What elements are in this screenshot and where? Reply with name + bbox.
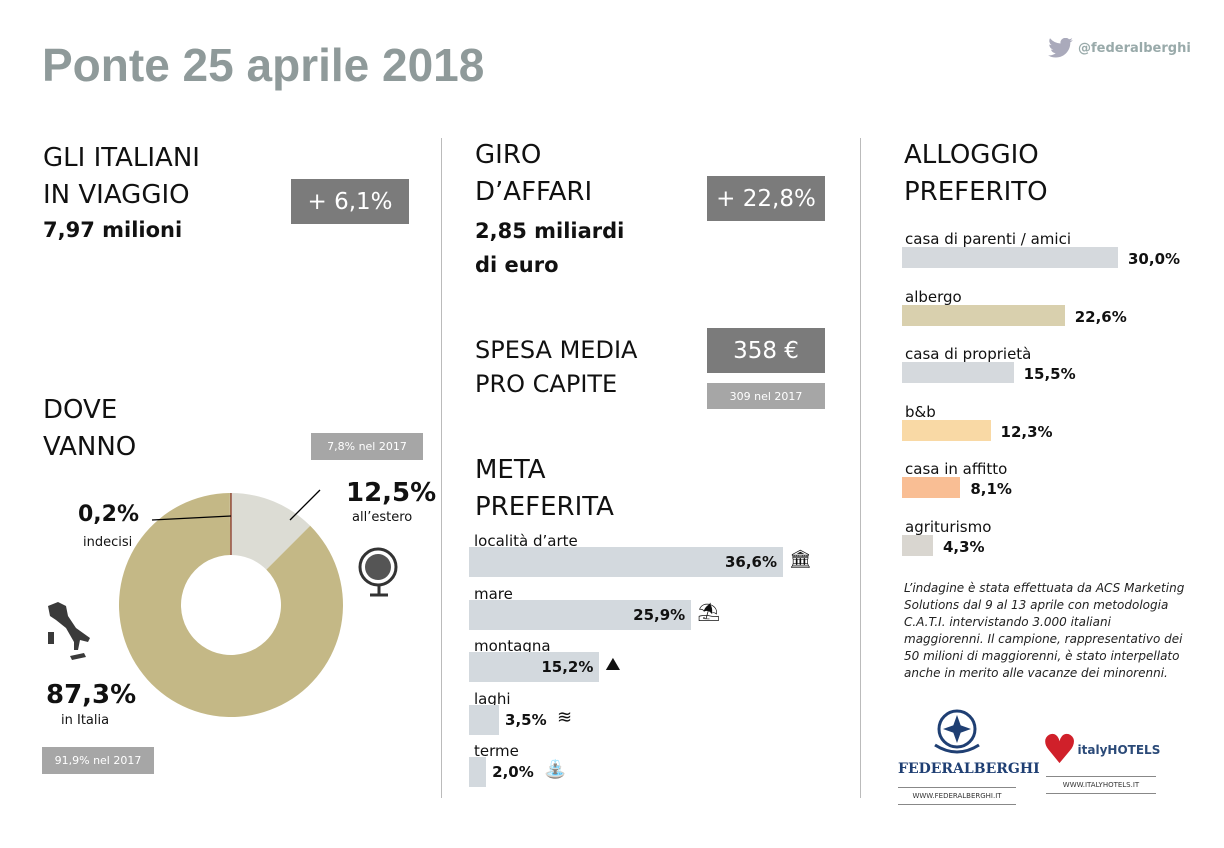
meta-value-label: 2,0% — [492, 763, 534, 781]
globe-icon — [358, 547, 398, 597]
federalberghi-name: FEDERALBERGHI — [898, 761, 1040, 777]
alloggio-bar — [902, 247, 1118, 268]
abroad-label: all’estero — [352, 510, 413, 525]
alloggio-category-label: b&b — [905, 402, 936, 421]
alloggio-bar — [902, 419, 991, 441]
meta-bar — [469, 652, 600, 682]
italyhotels-name: italyHOTELS — [1077, 743, 1161, 757]
meta-category-label: mare — [474, 584, 513, 603]
meta-value-label: 3,5% — [505, 710, 547, 729]
alloggio-category-label: agriturismo — [905, 517, 992, 536]
meta-value-label: 15,2% — [541, 658, 594, 676]
italy-previous: 91,9% nel 2017 — [42, 747, 154, 774]
italyhotels-logo[interactable]: ♥ italyHOTELS WWW.ITALYHOTELS.IT — [1042, 730, 1160, 794]
italy-label: in Italia — [61, 713, 110, 728]
spending-heading: SPESA MEDIA PRO CAPITE — [475, 336, 638, 398]
travelers-change-badge: + 6,1% — [291, 179, 409, 224]
methodology-note: L’indagine è stata effettuata da ACS Mar… — [904, 581, 1185, 680]
alloggio-category-label: casa in affitto — [905, 460, 1008, 478]
alloggio-value-label: 8,1% — [970, 480, 1012, 498]
twitter-handle[interactable]: @federalberghi — [1048, 38, 1191, 58]
alloggio-bar — [902, 304, 1065, 326]
alloggio-value-label: 22,6% — [1074, 307, 1127, 326]
alloggio-value-label: 4,3% — [942, 537, 985, 556]
donut-chart — [119, 489, 343, 717]
beach-umbrella-icon: ⛱ — [697, 601, 721, 623]
meta-bar — [469, 757, 487, 787]
undecided-value: 0,2% — [78, 502, 140, 527]
italy-map-icon — [48, 602, 90, 660]
meta-category-label: montagna — [474, 637, 551, 655]
donut-slice — [119, 493, 343, 717]
italyhotels-url[interactable]: WWW.ITALYHOTELS.IT — [1046, 776, 1156, 794]
alloggio-value-label: 30,0% — [1128, 250, 1181, 268]
turnover-heading: GIRO D’AFFARI — [475, 140, 593, 207]
alloggio-bar — [902, 477, 961, 498]
alloggio-value-label: 15,5% — [1023, 365, 1076, 383]
federalberghi-url[interactable]: WWW.FEDERALBERGHI.IT — [898, 787, 1016, 805]
meta-category-label: località d’arte — [474, 532, 578, 550]
meta-bar — [469, 547, 784, 577]
alloggio-category-label: casa di parenti / amici — [905, 230, 1071, 248]
page-title: Ponte 25 aprile 2018 — [42, 39, 485, 91]
mountains-icon: ⛰ — [605, 654, 621, 675]
heart-icon: ♥ — [1041, 727, 1078, 773]
undecided-leader-line — [151, 515, 232, 521]
meta-category-label: laghi — [474, 689, 511, 708]
alloggio-category-label: casa di proprietà — [905, 345, 1032, 363]
meta-bar — [469, 599, 692, 630]
spending-previous: 309 nel 2017 — [707, 383, 825, 409]
meta-value-label: 25,9% — [633, 605, 686, 624]
abroad-leader-line — [289, 489, 321, 521]
meta-value-label: 36,6% — [724, 553, 778, 571]
alloggio-bar — [902, 534, 933, 556]
undecided-label: indecisi — [83, 535, 133, 550]
turnover-change-badge: + 22,8% — [707, 176, 825, 221]
federalberghi-logo[interactable]: FEDERALBERGHI WWW.FEDERALBERGHI.IT — [898, 705, 1040, 805]
alloggio-category-label: albergo — [905, 287, 962, 306]
donut-slice — [231, 493, 311, 570]
alloggio-value-label: 12,3% — [1000, 422, 1053, 441]
italy-value: 87,3% — [46, 680, 137, 710]
divider — [441, 138, 442, 798]
divider — [860, 138, 861, 798]
meta-category-label: terme — [474, 742, 519, 760]
temple-icon: 🏛 — [789, 549, 812, 570]
federalberghi-emblem-icon — [934, 709, 980, 754]
meta-heading: META PREFERITA — [475, 455, 614, 522]
fountain-icon: ⛲ — [544, 759, 567, 780]
travelers-value: 7,97 milioni — [43, 218, 183, 242]
turnover-value: 2,85 miliardi di euro — [475, 219, 625, 277]
abroad-previous: 7,8% nel 2017 — [311, 433, 423, 460]
abroad-value: 12,5% — [346, 478, 437, 508]
twitter-handle-text: @federalberghi — [1078, 40, 1191, 56]
meta-bar — [469, 704, 500, 735]
destination-heading: DOVE VANNO — [43, 395, 137, 462]
lake-icon: ≋ — [557, 706, 573, 728]
spending-value-badge: 358 € — [707, 328, 825, 373]
twitter-bird-icon — [1048, 38, 1073, 58]
alloggio-bar — [902, 362, 1014, 383]
alloggio-heading: ALLOGGIO PREFERITO — [904, 140, 1048, 207]
travelers-heading: GLI ITALIANI IN VIAGGIO — [43, 143, 200, 210]
